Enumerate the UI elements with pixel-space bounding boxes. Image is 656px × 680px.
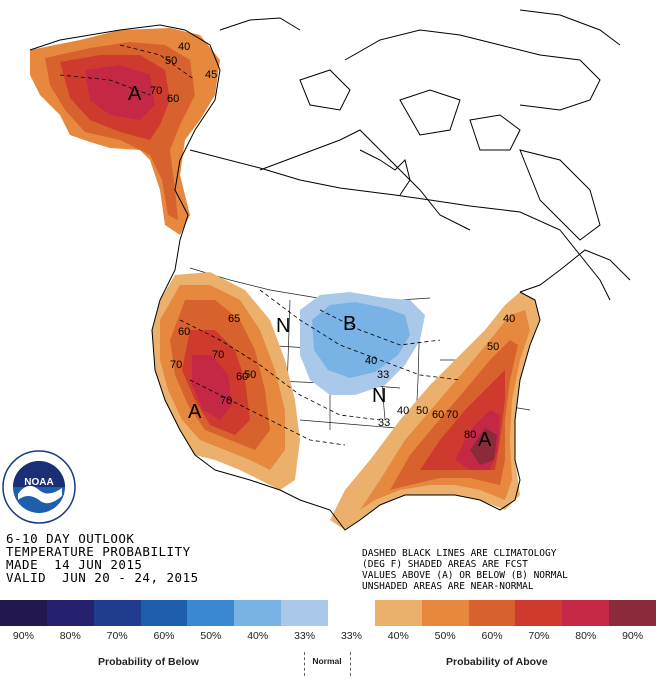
legend-percent-label: 90% [12, 630, 34, 642]
noaa-logo-text: NOAA [24, 477, 53, 488]
legend-swatch-below [0, 600, 47, 626]
west-above-label: A [188, 401, 202, 423]
legend-swatch-above [609, 600, 656, 626]
alaska-above-label: A [128, 83, 142, 105]
note-line: DASHED BLACK LINES ARE CLIMATOLOGY [362, 548, 557, 559]
legend-percent-label: 40% [387, 630, 409, 642]
outlook-title-block: 6-10 DAY OUTLOOK TEMPERATURE PROBABILITY… [6, 532, 199, 584]
above-caption: Probability of Above [446, 656, 548, 668]
normal-divider-right [350, 652, 351, 676]
normal-caption: Normal [312, 656, 342, 666]
legend-swatch-above [468, 600, 516, 626]
contour-label: 60 [432, 409, 444, 421]
map-labels: A A A B N N [128, 83, 492, 451]
contour-label: 70 [150, 85, 162, 97]
normal-divider-left [304, 652, 305, 676]
contour-label: 50 [165, 55, 177, 67]
legend-swatch-above [515, 600, 563, 626]
legend-percent-label: 70% [106, 630, 128, 642]
legend-swatch-below [46, 600, 94, 626]
midwest-below-region [300, 292, 425, 395]
legend-percent-label: 80% [59, 630, 81, 642]
contour-label: 70 [446, 409, 458, 421]
legend-swatch-above [374, 600, 422, 626]
contour-label: 60 [236, 371, 248, 383]
midwest-below-label: B [343, 313, 356, 335]
legend-percent-label: 40% [247, 630, 269, 642]
legend-percent-label: 60% [153, 630, 175, 642]
valid-dates: VALID JUN 20 - 24, 2015 [6, 570, 199, 585]
country-outlines [189, 9, 621, 301]
legend-percentages: 90% 80% 70% 60% 50% 40% 33% 33% 40% 50% 60% 70% 80% 9… [0, 630, 656, 642]
legend-percent-label: 70% [528, 630, 550, 642]
southeast-above-region [330, 292, 540, 530]
legend-swatch-above [421, 600, 469, 626]
coastline [29, 24, 631, 531]
contour-label: 40 [503, 313, 515, 325]
climatology-lines [59, 44, 461, 446]
legend-percent-label: 60% [481, 630, 503, 642]
contour-label: 60 [167, 93, 179, 105]
below-caption: Probability of Below [98, 656, 199, 668]
contour-labels: 40 50 70 60 45 60 70 70 65 60 70 50 40 3… [150, 41, 515, 441]
legend-swatch-normal [328, 600, 375, 626]
legend-percent-label: 50% [434, 630, 456, 642]
temperature-outlook-map: A A A B N N 40 50 70 60 45 60 70 70 65 6… [29, 9, 631, 531]
legend-percent-label: 90% [622, 630, 644, 642]
contour-label: 70 [220, 395, 232, 407]
contour-label: 40 [365, 355, 377, 367]
legend-swatch-above [562, 600, 610, 626]
contour-label: 33 [378, 417, 390, 429]
legend-swatches [0, 600, 656, 626]
contour-label: 50 [416, 405, 428, 417]
noaa-logo: NOAA [2, 450, 76, 524]
west-above-region [152, 272, 300, 490]
contour-label: 33 [377, 369, 389, 381]
contour-label: 70 [212, 349, 224, 361]
southeast-above-label: A [478, 429, 492, 451]
contour-label: 65 [228, 313, 240, 325]
contour-label: 80 [464, 429, 476, 441]
plains-normal-label: N [372, 385, 386, 407]
map-notes: DASHED BLACK LINES ARE CLIMATOLOGY (DEG … [362, 548, 568, 592]
contour-label: 50 [244, 369, 256, 381]
legend-swatch-below [234, 600, 282, 626]
legend-swatch-below [187, 600, 235, 626]
legend-percent-label: 80% [575, 630, 597, 642]
probability-legend: 90% 80% 70% 60% 50% 40% 33% 33% 40% 50% 60% 70% 80% 9… [0, 600, 656, 680]
note-line: (DEG F) SHADED AREAS ARE FCST [362, 559, 528, 570]
made-date: MADE 14 JUN 2015 [6, 557, 143, 572]
outlook-subtitle: TEMPERATURE PROBABILITY [6, 544, 191, 559]
contour-label: 40 [178, 41, 190, 53]
contour-label: 40 [397, 405, 409, 417]
note-line: UNSHADED AREAS ARE NEAR-NORMAL [362, 581, 534, 592]
legend-swatch-below [281, 600, 329, 626]
note-line: VALUES ABOVE (A) OR BELOW (B) NORMAL [362, 570, 568, 581]
legend-percent-label: 33% [294, 630, 316, 642]
contour-label: 60 [178, 326, 190, 338]
north-normal-label: N [276, 315, 290, 337]
legend-percent-label: 50% [200, 630, 222, 642]
legend-percent-label: 33% [340, 630, 362, 642]
legend-swatch-below [140, 600, 188, 626]
contour-label: 45 [205, 69, 217, 81]
contour-label: 70 [170, 359, 182, 371]
outlook-title: 6-10 DAY OUTLOOK [6, 531, 135, 546]
legend-swatch-below [93, 600, 141, 626]
alaska-above-region [30, 28, 220, 235]
contour-label: 50 [487, 341, 499, 353]
